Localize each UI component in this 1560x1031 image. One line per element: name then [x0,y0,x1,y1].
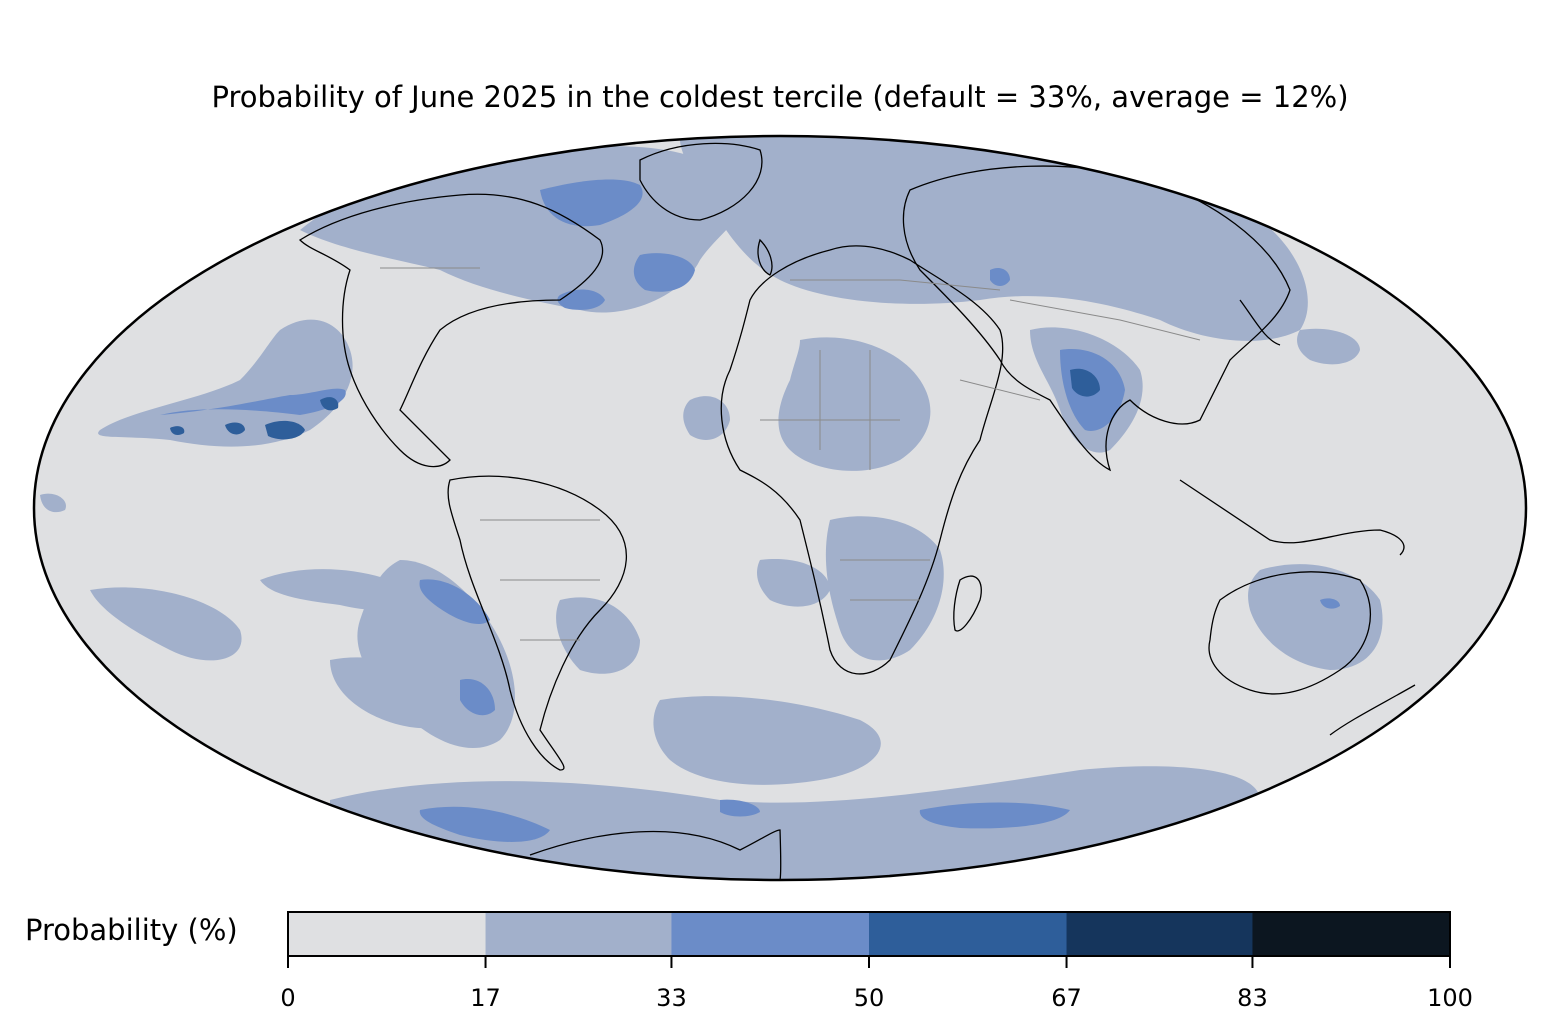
colorbar-tick-label-6: 100 [1427,984,1473,1012]
colorbar-bin-3 [869,912,1068,956]
greenland-coast [639,142,763,221]
colorbar-tick-label-5: 83 [1237,984,1268,1012]
map-title: Probability of June 2025 in the coldest … [211,80,1349,114]
colorbar-bin-0 [288,912,487,956]
colorbar-tick-label-4: 67 [1051,984,1082,1012]
colorbar-tick-label-3: 50 [853,984,885,1012]
madagascar-coast [953,575,982,632]
colorbar-tick-label-2: 33 [656,984,687,1012]
australia-coast [1208,571,1372,695]
colorbar [287,911,1451,968]
country-borders [380,267,1201,641]
antarctica-coast [529,829,782,880]
south-america-coast [447,475,627,771]
japan-coast [1239,299,1281,346]
colorbar-tick-label-1: 17 [470,984,501,1012]
colorbar-bin-1 [485,912,672,956]
uk-coast [757,238,773,276]
north-america-coast [298,193,604,468]
new-zealand-coast [1329,684,1416,736]
colorbar-tick-label-0: 0 [280,984,296,1012]
probability-contours [40,136,1383,880]
coastlines [298,142,1416,880]
band-50-67 [170,368,1100,440]
globe-outline [32,134,1528,882]
indonesia-coast [1179,479,1405,556]
europe-africa-coast [720,245,1004,675]
colorbar-bin-5 [1252,912,1451,956]
colorbar-label: Probability (%) [25,913,238,947]
band-33-50 [160,179,1340,842]
colorbar-bin-4 [1066,912,1253,956]
colorbar-bin-2 [671,912,870,956]
